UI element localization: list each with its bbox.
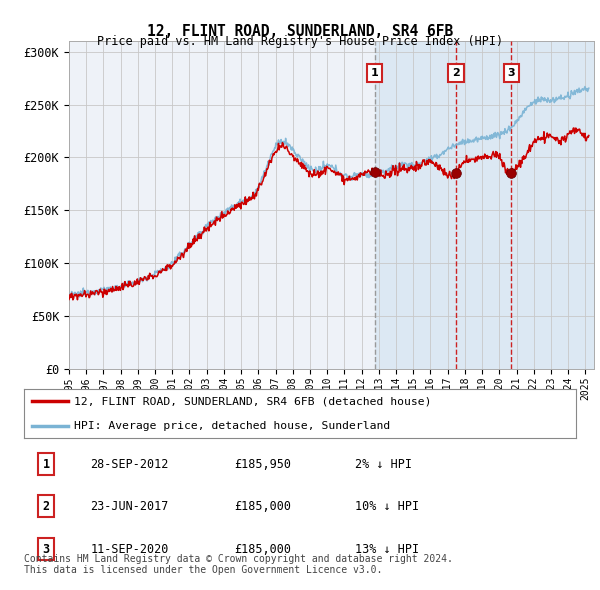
Bar: [374, 41, 600, 369]
Text: 28-SEP-2012: 28-SEP-2012: [90, 458, 169, 471]
Text: 2: 2: [43, 500, 50, 513]
Text: 2: 2: [452, 68, 460, 78]
Text: 1: 1: [43, 458, 50, 471]
Text: 12, FLINT ROAD, SUNDERLAND, SR4 6FB (detached house): 12, FLINT ROAD, SUNDERLAND, SR4 6FB (det…: [74, 396, 431, 407]
Text: 13% ↓ HPI: 13% ↓ HPI: [355, 543, 419, 556]
Text: 10% ↓ HPI: 10% ↓ HPI: [355, 500, 419, 513]
Text: 3: 3: [508, 68, 515, 78]
Text: 23-JUN-2017: 23-JUN-2017: [90, 500, 169, 513]
Text: Contains HM Land Registry data © Crown copyright and database right 2024.
This d: Contains HM Land Registry data © Crown c…: [24, 553, 453, 575]
Text: 11-SEP-2020: 11-SEP-2020: [90, 543, 169, 556]
Text: 3: 3: [43, 543, 50, 556]
Text: 12, FLINT ROAD, SUNDERLAND, SR4 6FB: 12, FLINT ROAD, SUNDERLAND, SR4 6FB: [147, 24, 453, 38]
Text: £185,000: £185,000: [234, 543, 291, 556]
Text: £185,950: £185,950: [234, 458, 291, 471]
Text: HPI: Average price, detached house, Sunderland: HPI: Average price, detached house, Sund…: [74, 421, 390, 431]
Text: 1: 1: [371, 68, 379, 78]
Text: 2% ↓ HPI: 2% ↓ HPI: [355, 458, 412, 471]
Text: £185,000: £185,000: [234, 500, 291, 513]
Text: Price paid vs. HM Land Registry's House Price Index (HPI): Price paid vs. HM Land Registry's House …: [97, 35, 503, 48]
